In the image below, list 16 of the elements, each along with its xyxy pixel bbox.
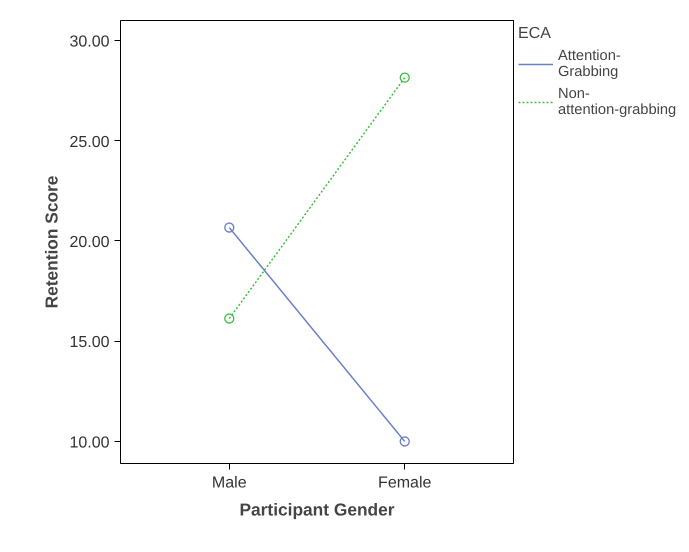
legend-label: Attention-Grabbing	[558, 48, 622, 80]
y-tick-label: 20.00	[69, 234, 110, 251]
y-tick-label: 25.00	[69, 134, 110, 151]
point	[400, 436, 410, 447]
y-tick-label: 30.00	[69, 34, 110, 51]
point	[224, 222, 234, 233]
y-tick-label: 15.00	[69, 334, 110, 352]
point	[224, 313, 234, 324]
legend-title: ECA	[518, 25, 552, 43]
x-tick-label: Male	[212, 474, 247, 492]
y-tick-label: 10.00	[69, 434, 110, 452]
y-axis-title: Retention Score	[41, 175, 62, 308]
x-axis-title: Participant Gender	[239, 500, 395, 520]
x-tick-label: Female	[378, 474, 432, 492]
point	[400, 72, 410, 83]
legend-label: Non-attention-grabbing	[558, 86, 676, 118]
